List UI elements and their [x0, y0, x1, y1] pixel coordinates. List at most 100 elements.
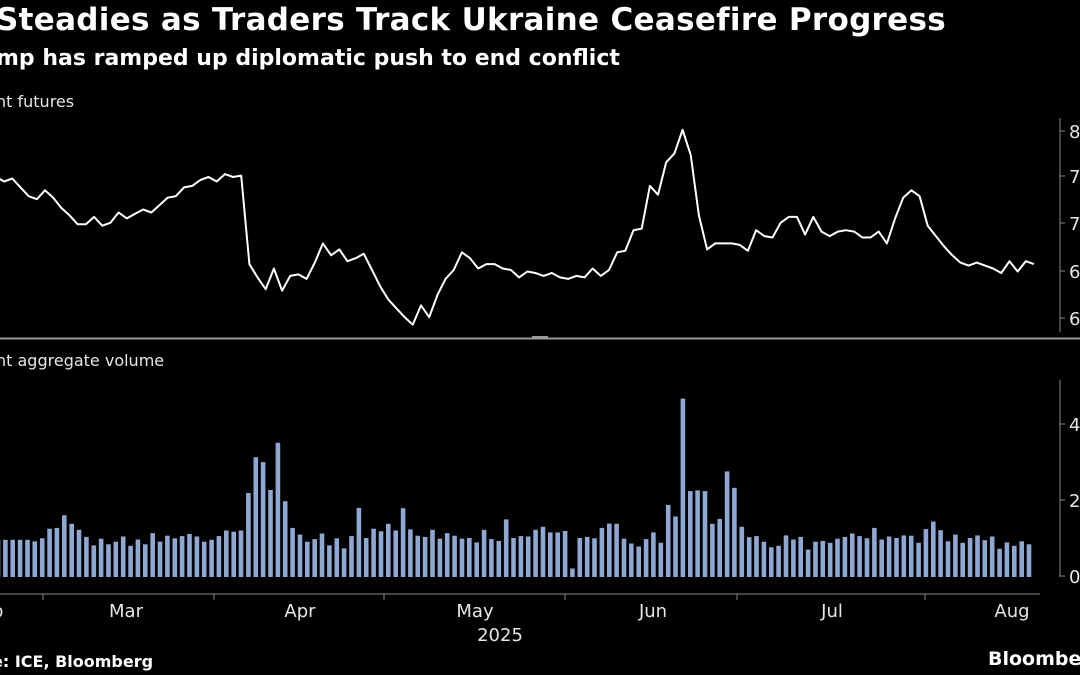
volume-bar — [518, 536, 524, 577]
volume-bar — [805, 549, 811, 577]
volume-bar — [680, 398, 686, 577]
volume-bar — [570, 568, 575, 577]
volume-bar — [157, 541, 163, 577]
volume-bar — [629, 543, 634, 577]
x-tick-label: Jul — [820, 601, 843, 622]
volume-bar — [91, 545, 97, 577]
volume-bar — [577, 538, 583, 577]
volume-bar — [349, 536, 354, 577]
volume-bar — [430, 529, 435, 577]
x-year-label: 2025 — [477, 625, 523, 646]
volume-bar — [724, 471, 730, 577]
volume-bar — [533, 529, 538, 577]
volume-bar — [1019, 541, 1024, 577]
x-tick-label: b — [0, 601, 3, 622]
volume-bar — [820, 540, 826, 577]
volume-bar — [297, 534, 303, 577]
volume-bar — [54, 527, 60, 577]
volume-bar — [732, 487, 737, 577]
volume-bar — [363, 538, 369, 577]
volume-bar — [253, 457, 259, 577]
volume-bar — [525, 536, 531, 577]
volume-bar — [562, 530, 568, 577]
volume-bar — [224, 530, 229, 577]
source-note: e: ICE, Bloomberg — [0, 652, 154, 671]
volume-bar — [592, 538, 597, 577]
volume-bar — [32, 541, 38, 577]
volume-bar — [960, 542, 965, 577]
volume-bar — [437, 538, 443, 577]
volume-bar — [665, 504, 671, 577]
volume-bar — [378, 531, 384, 577]
volume-bar — [1012, 545, 1017, 577]
volume-bar — [673, 516, 678, 577]
volume-bar — [864, 538, 870, 577]
volume-y-tick-label: 2 — [1069, 491, 1080, 512]
volume-bar — [25, 539, 30, 577]
volume-bar — [319, 533, 325, 577]
volume-bar — [393, 530, 398, 577]
volume-bar — [444, 533, 450, 577]
volume-bar — [967, 538, 973, 577]
volume-y-tick-label: 4 — [1069, 415, 1080, 436]
volume-bar — [17, 539, 23, 577]
bloomberg-logo: Bloombe — [988, 648, 1080, 670]
volume-bar — [599, 527, 605, 577]
volume-bar — [886, 536, 892, 577]
volume-bar — [231, 531, 236, 577]
volume-bar — [835, 538, 840, 577]
volume-bar — [238, 530, 244, 577]
price-y-tick-label: 6 — [1069, 309, 1080, 330]
volume-bar — [614, 523, 619, 577]
volume-bar — [165, 535, 170, 577]
volume-bar — [827, 542, 833, 577]
x-tick-label: Apr — [284, 601, 316, 622]
volume-bar — [710, 523, 715, 577]
x-tick-label: Jun — [638, 601, 667, 622]
volume-bar — [305, 541, 310, 577]
volume-bar — [415, 535, 421, 577]
volume-bar — [128, 545, 133, 577]
volume-y-tick-label: 0 — [1069, 567, 1080, 588]
price-y-tick-label: 6 — [1069, 262, 1080, 283]
volume-bar — [953, 534, 958, 577]
price-panel-label: nt futures — [0, 92, 75, 111]
volume-bar — [135, 539, 141, 577]
volume-bar — [10, 539, 15, 577]
volume-bar — [143, 544, 148, 577]
volume-bar — [584, 536, 590, 577]
volume-bar — [290, 527, 295, 577]
volume-bar — [688, 491, 693, 577]
volume-bar — [408, 529, 413, 577]
volume-bar — [481, 529, 487, 577]
price-y-tick-label: 8 — [1069, 122, 1080, 143]
volume-bar — [791, 539, 796, 577]
volume-bar — [496, 540, 502, 577]
volume-bar — [76, 529, 82, 577]
volume-bar — [47, 528, 52, 577]
price-y-tick-label: 7 — [1069, 167, 1080, 188]
volume-bar — [275, 442, 281, 577]
volume-bar — [548, 532, 553, 577]
volume-bar — [1026, 544, 1032, 577]
volume-bar — [975, 535, 980, 577]
volume-bar — [540, 526, 546, 577]
volume-bar — [268, 490, 273, 577]
volume-bar — [452, 535, 457, 577]
volume-bar — [938, 530, 943, 577]
volume-bar — [931, 521, 936, 577]
volume-bar — [746, 537, 752, 577]
volume-bar — [194, 536, 200, 577]
volume-bar — [84, 536, 89, 577]
chart-subtitle: mp has ramped up diplomatic push to end … — [0, 46, 620, 71]
volume-bar — [150, 533, 155, 577]
volume-bar — [62, 515, 67, 577]
volume-bar — [850, 533, 855, 577]
volume-bar — [113, 541, 119, 577]
volume-bar — [3, 539, 8, 577]
volume-bar — [39, 538, 45, 577]
volume-bar — [356, 507, 362, 577]
volume-bar — [923, 529, 929, 577]
volume-bar — [761, 541, 767, 577]
volume-bar — [341, 548, 347, 577]
